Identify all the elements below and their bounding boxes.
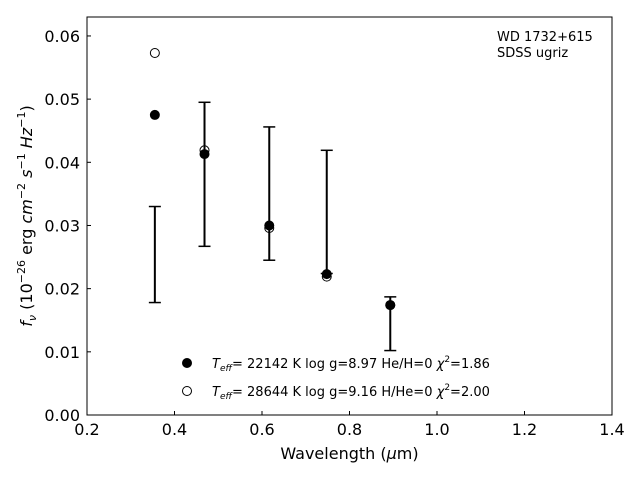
x-axis-label: Wavelength (μm) xyxy=(280,444,418,463)
legend-2-logg: 9.16 xyxy=(348,385,377,400)
y-tick-label: 0.05 xyxy=(44,90,80,109)
y-tick-label: 0.02 xyxy=(44,280,80,299)
legend-marker-open xyxy=(182,386,192,396)
model-point-filled xyxy=(321,269,332,280)
y-tick-label: 0.01 xyxy=(44,343,80,362)
y-tick-label: 0.00 xyxy=(44,406,80,425)
model-point-open xyxy=(321,271,332,282)
legend-1-chi: 1.86 xyxy=(461,357,490,372)
x-tick-label: 1.2 xyxy=(512,420,537,439)
legend-1-teff: 22142 K xyxy=(247,357,301,372)
legend-1-logg: 8.97 xyxy=(348,357,377,372)
x-tick-label: 1.4 xyxy=(599,420,624,439)
y-tick-label: 0.03 xyxy=(44,216,80,235)
model-point-filled xyxy=(199,149,210,160)
legend-2-comp: H/He=0 xyxy=(381,385,432,400)
y-tick-label: 0.04 xyxy=(44,153,80,172)
model-point-open xyxy=(199,145,210,156)
y-axis-label: fν (10−26 erg cm−2 s−1 Hz−1) xyxy=(15,105,39,326)
x-tick-label: 0.2 xyxy=(74,420,99,439)
errorbar xyxy=(263,126,276,261)
x-tick-label: 0.6 xyxy=(249,420,274,439)
x-axis: 0.2 0.4 0.6 0.8 1.0 1.2 1.4 xyxy=(74,411,625,439)
y-tick-label: 0.06 xyxy=(44,27,80,46)
model-point-open xyxy=(264,223,275,234)
x-tick-label: 0.4 xyxy=(162,420,187,439)
errorbar xyxy=(148,205,161,304)
legend-entry-1: Teff= 22142 K log g=8.97 He/H=0 χ2=1.86 xyxy=(212,355,490,374)
model-point-filled xyxy=(149,109,160,120)
model-point-open xyxy=(149,48,160,59)
legend: Teff= 22142 K log g=8.97 He/H=0 χ2=1.86 … xyxy=(182,355,490,402)
x-tick-label: 0.8 xyxy=(337,420,362,439)
model-point-open xyxy=(385,300,396,311)
errorbar xyxy=(198,101,211,248)
x-tick-label: 1.0 xyxy=(424,420,449,439)
legend-marker-filled xyxy=(182,358,192,368)
y-axis: 0.00 0.01 0.02 0.03 0.04 0.05 0.06 xyxy=(44,27,91,425)
model-point-filled xyxy=(264,220,275,231)
legend-entry-2: Teff= 28644 K log g=9.16 H/He=0 χ2=2.00 xyxy=(212,383,490,402)
marker-layer xyxy=(149,48,396,311)
annotation-survey: SDSS ugriz xyxy=(497,46,568,61)
legend-1-comp: He/H=0 xyxy=(381,357,432,372)
annotation-object-name: WD 1732+615 xyxy=(497,30,593,45)
legend-2-chi: 2.00 xyxy=(461,385,490,400)
legend-2-teff: 28644 K xyxy=(247,385,301,400)
